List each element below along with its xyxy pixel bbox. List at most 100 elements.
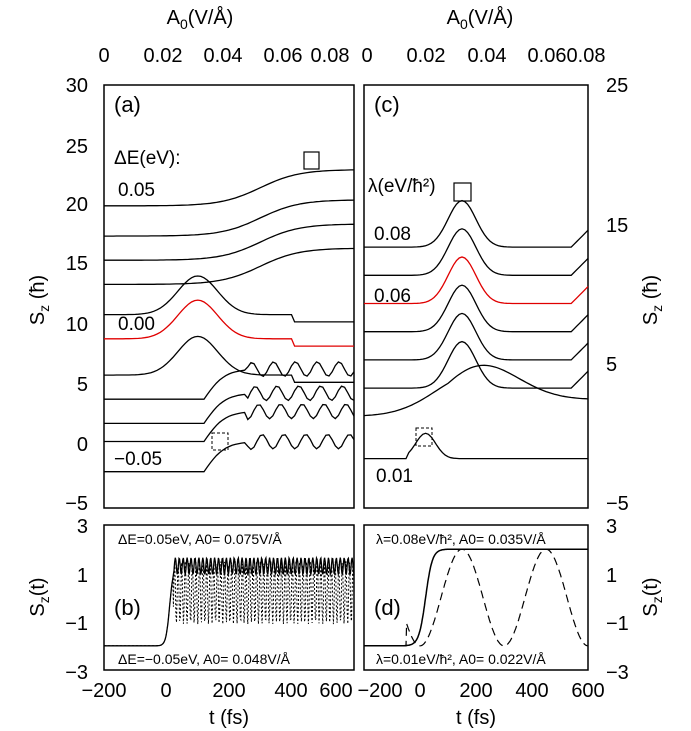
panel-c-curves (363, 199, 589, 460)
panel-a-mid-label: 0.00 (118, 314, 155, 335)
panel-c-series-line (363, 364, 589, 417)
tick-label: 25 (66, 136, 88, 158)
tick-label: 0 (98, 45, 109, 67)
top-axis-title-left: A0(V/Å) (167, 6, 234, 32)
panel-a-series-line (104, 275, 354, 323)
tick-label: 0 (77, 434, 88, 456)
panel-a-series-line (104, 361, 355, 400)
panel-b-series-solid (104, 555, 355, 647)
panel-a-bot-label: −0.05 (114, 449, 162, 470)
panel-b-ylabel: Sz(t) (27, 577, 52, 616)
tick-label: 200 (212, 680, 245, 702)
panel-b-curves (104, 555, 355, 647)
tick-label: −200 (81, 680, 126, 702)
tick-label: −1 (606, 613, 629, 635)
tick-label: 1 (77, 565, 88, 587)
panel-a-ylabel: Sz (ħ) (27, 275, 52, 325)
tick-label: 0.04 (468, 45, 507, 67)
panel-a-curves (104, 169, 355, 473)
panel-d-bot-label: λ=0.01eV/ħ², A0= 0.022V/Å (376, 651, 546, 667)
panel-b-xticks: −200 0 200 400 600 (81, 680, 352, 702)
marker-box-a-dotted (211, 432, 229, 451)
panel-c-mid-label: 0.06 (374, 286, 411, 307)
panel-d-xticks: −200 0 200 400 600 (357, 680, 604, 702)
panel-d-ylabel: Sz(t) (640, 577, 665, 616)
tick-label: 0.06 (528, 45, 567, 67)
tick-label: 1 (606, 565, 617, 587)
tick-label: 5 (77, 374, 88, 396)
panel-d-frame (363, 524, 589, 671)
tick-label: 600 (319, 680, 352, 702)
panel-c-series-line (364, 432, 588, 460)
tick-label: 0 (160, 680, 171, 702)
tick-label: 20 (66, 194, 88, 216)
panel-a-series-line (104, 299, 354, 347)
panel-c-series-line (364, 312, 589, 361)
marker-box-c-dotted (415, 427, 433, 447)
panel-c-series-line (364, 199, 589, 248)
tick-label: 10 (66, 314, 88, 336)
tick-label: 30 (66, 75, 88, 97)
tick-label: −200 (357, 680, 402, 702)
panel-c-series-line (364, 284, 589, 333)
tick-label: 0 (414, 680, 425, 702)
tick-label: 3 (77, 516, 88, 538)
tick-label: 400 (274, 680, 307, 702)
panel-a-series-line (104, 434, 355, 473)
panel-c-lambda-label: λ(eV/ħ²) (368, 176, 436, 197)
tick-label: 0.04 (204, 45, 243, 67)
panel-c-series-line (364, 228, 589, 276)
panel-b-bot-label: ΔE=−0.05eV, A0= 0.048V/Å (118, 651, 291, 667)
panel-d-top-label: λ=0.08eV/ħ², A0= 0.035V/Å (376, 531, 546, 547)
tick-label: −5 (65, 493, 88, 515)
tick-label: 3 (606, 516, 617, 538)
tick-label: 0 (361, 45, 372, 67)
panel-a-series-line (104, 169, 354, 207)
panel-a-series-line (104, 403, 355, 443)
panel-b-yticks: 3 1 −1 −3 (65, 516, 88, 684)
tick-label: 0.08 (311, 45, 350, 67)
tick-label: −5 (606, 493, 629, 515)
panel-a-series-line (104, 199, 355, 237)
panel-d-yticks: 3 1 −1 −3 (606, 516, 629, 684)
panel-c-label: (c) (374, 92, 400, 117)
panel-a-yticks: 30 25 20 15 10 5 0 −5 (65, 75, 88, 515)
panel-a-series-line (104, 247, 354, 286)
panel-a-series-line (104, 385, 355, 425)
tick-label: 600 (571, 680, 604, 702)
panel-c-yticks: 25 15 5 −5 (606, 75, 629, 515)
marker-box-c (453, 182, 472, 202)
panel-b-label: (b) (114, 595, 141, 620)
panel-c-series-line (364, 256, 589, 305)
panel-c-bot-label: 0.01 (376, 466, 413, 487)
tick-label: −1 (65, 613, 88, 635)
tick-label: 25 (606, 75, 628, 97)
panel-c-series-line (364, 340, 589, 389)
tick-label: 15 (66, 253, 88, 275)
top-axis-title-right: A0(V/Å) (447, 6, 514, 32)
tick-label: 0.08 (567, 45, 606, 67)
top-ticks-left: 0 0.02 0.04 0.06 0.08 (98, 45, 349, 67)
panel-b-frame (103, 524, 355, 671)
tick-label: 5 (606, 354, 617, 376)
top-ticks-right: 0 0.02 0.04 0.06 0.08 (361, 45, 605, 67)
panel-b-top-label: ΔE=0.05eV, A0= 0.075V/Å (118, 531, 282, 547)
panel-d-label: (d) (374, 595, 401, 620)
panel-a-series-line (104, 335, 354, 383)
tick-label: −3 (65, 662, 88, 684)
panel-a-series-line (104, 223, 354, 261)
panel-a-label: (a) (114, 92, 141, 117)
tick-label: 0.02 (144, 45, 183, 67)
tick-label: −3 (606, 662, 629, 684)
marker-box-a (303, 151, 320, 170)
panel-d-series-dashed (364, 548, 588, 647)
tick-label: 400 (515, 680, 548, 702)
panel-c-ylabel: Sz (ħ) (640, 275, 665, 325)
panel-b-xlabel: t (fs) (209, 707, 249, 729)
panel-c-top-label: 0.08 (374, 224, 411, 245)
panel-a-dE-label: ΔE(eV): (114, 148, 181, 169)
tick-label: 200 (459, 680, 492, 702)
panel-d-series-solid (364, 548, 588, 647)
panel-a-frame (103, 84, 355, 509)
